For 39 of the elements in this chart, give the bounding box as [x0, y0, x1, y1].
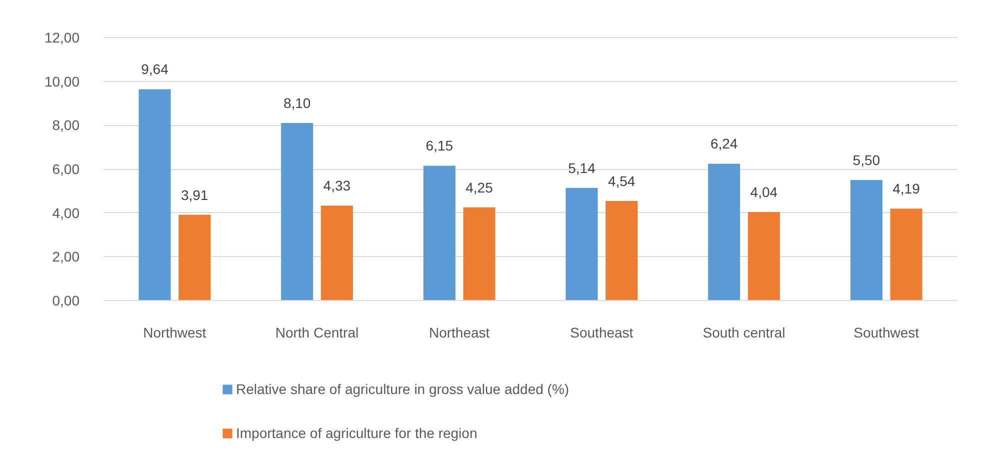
y-tick-label: 0,00	[52, 292, 80, 308]
y-tick-label: 10,00	[44, 73, 80, 90]
bar	[463, 207, 496, 300]
x-tick-label: South central	[702, 324, 786, 340]
bar	[423, 166, 456, 300]
bar	[850, 180, 882, 300]
data-label: 4,25	[466, 179, 494, 196]
x-tick-label: Southeast	[570, 324, 634, 340]
bar	[178, 214, 211, 300]
bar	[708, 164, 740, 300]
x-tick-label: Southwest	[854, 324, 920, 340]
data-label: 4,04	[750, 184, 778, 200]
data-label: 6,24	[710, 136, 738, 152]
data-label: 4,33	[323, 178, 351, 194]
bar	[281, 122, 314, 300]
data-label: 9,64	[141, 61, 169, 78]
legend-label: Importance of agriculture for the region	[236, 425, 478, 441]
data-label: 6,15	[426, 138, 454, 154]
y-tick-label: 6,00	[52, 161, 80, 177]
data-label: 5,14	[568, 160, 596, 176]
bar	[748, 212, 780, 300]
legend-label: Relative share of agriculture in gross value added (%)	[236, 381, 570, 397]
y-tick-label: 2,00	[52, 248, 80, 265]
bar	[606, 201, 638, 300]
y-tick-label: 12,00	[44, 30, 80, 46]
y-tick-label: 4,00	[52, 204, 80, 221]
data-label: 8,10	[283, 94, 311, 111]
data-label: 4,54	[608, 173, 636, 189]
bar	[890, 208, 922, 300]
data-label: 3,91	[180, 186, 208, 203]
bar	[320, 206, 353, 300]
data-label: 5,50	[852, 152, 880, 168]
x-tick-label: North Central	[275, 324, 359, 340]
y-tick-label: 8,00	[52, 117, 80, 134]
data-label: 4,19	[892, 180, 920, 197]
bar	[138, 89, 171, 300]
x-tick-label: Northeast	[428, 324, 490, 340]
bar	[566, 188, 598, 300]
x-tick-label: Northwest	[143, 324, 206, 340]
